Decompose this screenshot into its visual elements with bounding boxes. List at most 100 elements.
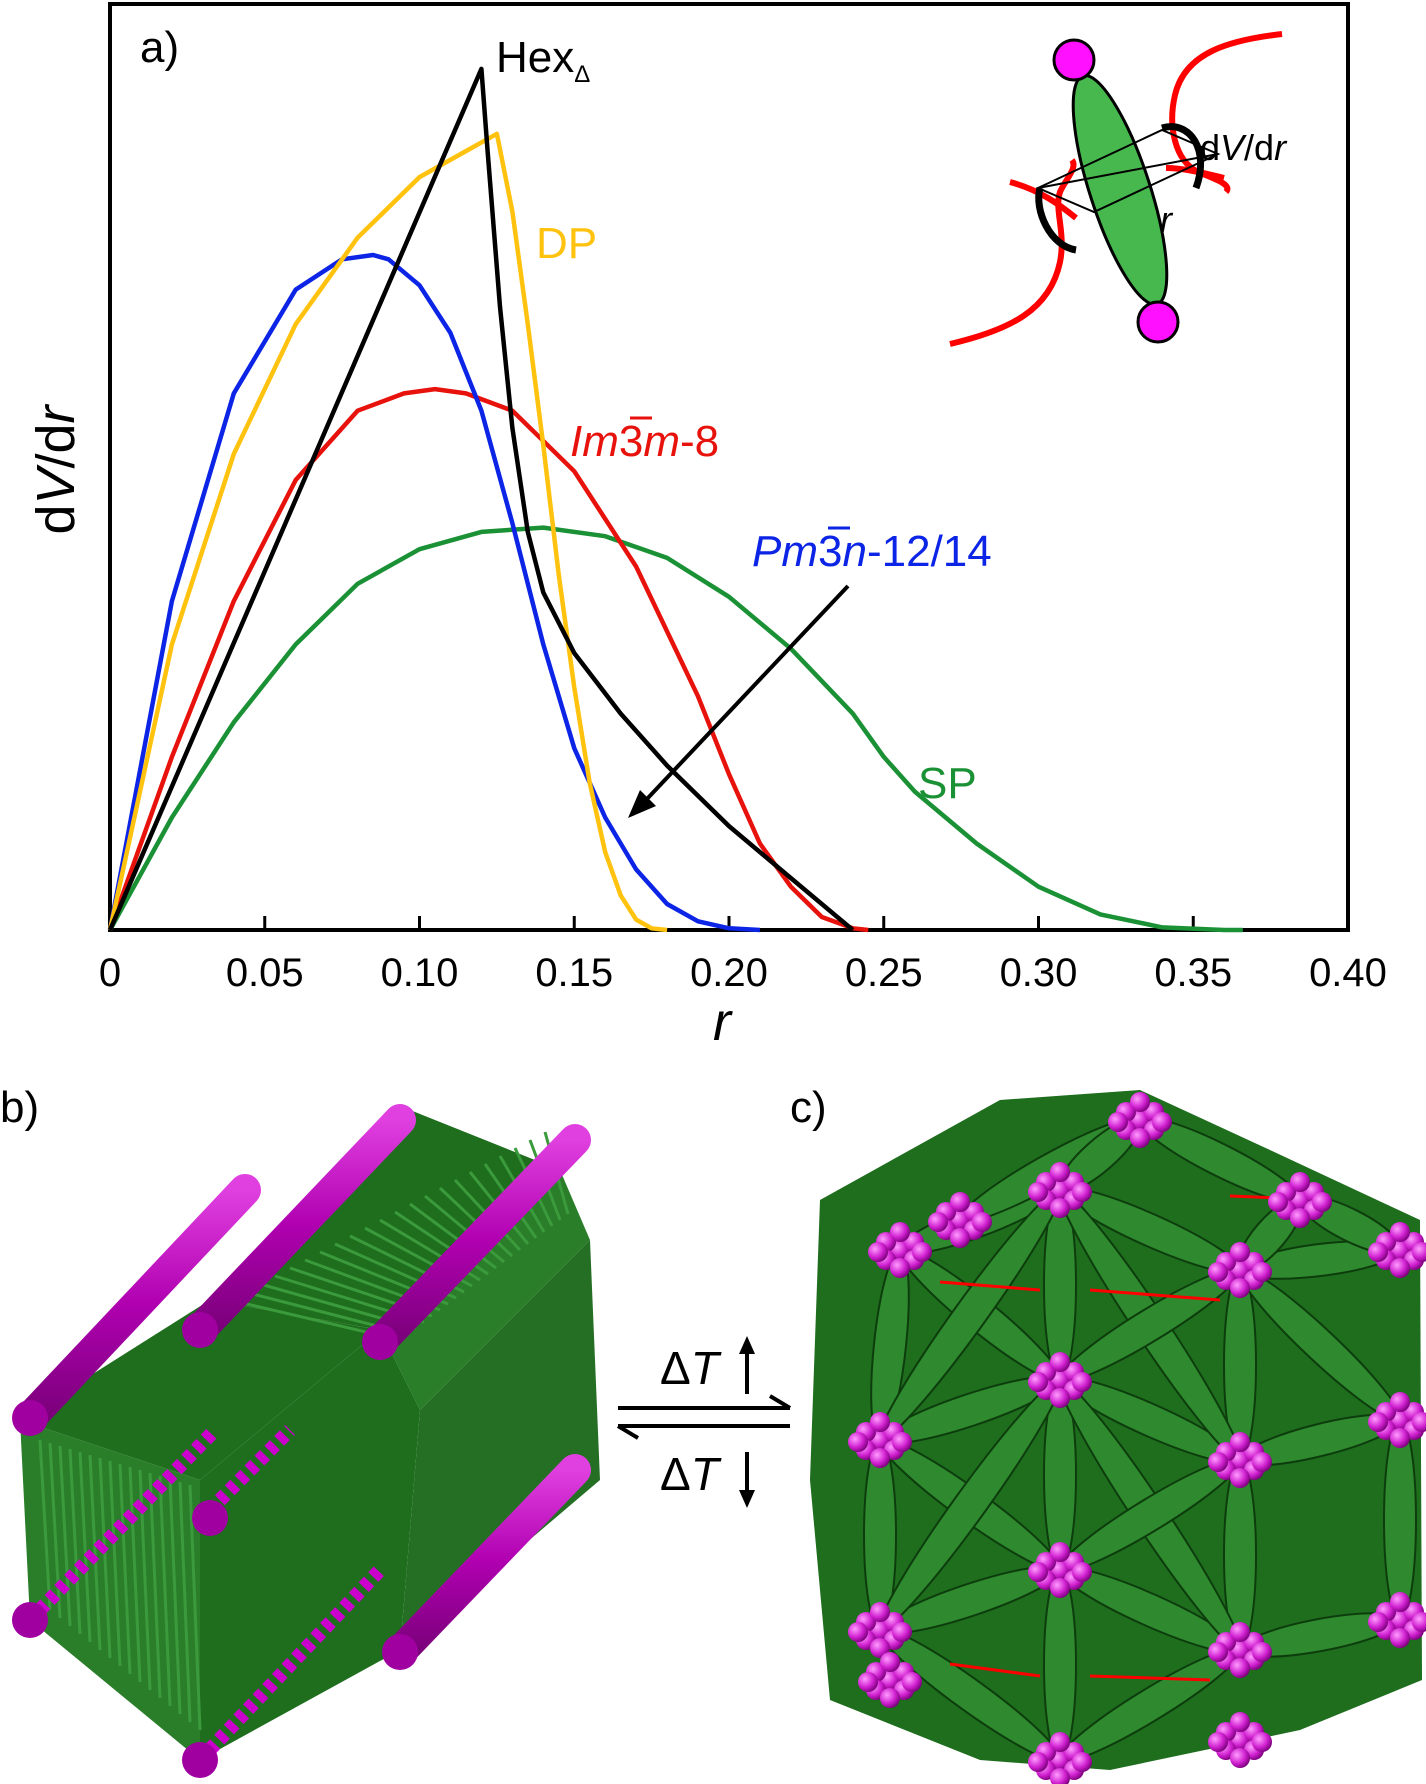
b-columns (12, 1104, 591, 1778)
c-node-ball (1208, 1452, 1228, 1472)
panel-b-lattice (12, 1104, 600, 1778)
c-node-ball (1368, 1612, 1388, 1632)
panel-label-b: b) (0, 1083, 39, 1132)
series-label-im3m: Im3m-8 (570, 417, 719, 466)
c-node-ball (870, 1412, 890, 1432)
c-node-ball (1290, 1172, 1310, 1192)
c-node-ball (1230, 1278, 1250, 1298)
c-node-ball (1252, 1732, 1272, 1752)
x-tick-label: 0.15 (535, 951, 613, 995)
inset-r-label: r (1160, 199, 1174, 240)
c-node-ball (870, 1448, 890, 1468)
inset-end-bottom (1136, 300, 1180, 344)
b-rod-stripe (178, 1481, 192, 1723)
c-node-ball (1028, 1372, 1048, 1392)
c-node-ball (1390, 1428, 1410, 1448)
c-node-ball (858, 1672, 878, 1692)
inset-chain-lower (949, 158, 1077, 347)
c-node-ball (1130, 1128, 1150, 1148)
x-tick-label: 0 (99, 951, 121, 995)
c-chain (1089, 1288, 1221, 1302)
c-node-ball (1230, 1658, 1250, 1678)
c-node-ball (950, 1192, 970, 1212)
c-node-ball (1108, 1112, 1128, 1132)
c-node-ball (1290, 1208, 1310, 1228)
c-node-ball (1050, 1352, 1070, 1372)
y-axis-title-v: V (26, 464, 86, 505)
c-node-ball (1050, 1542, 1070, 1562)
c-node-ball (892, 1432, 912, 1452)
b-rod-stripe (168, 1478, 182, 1715)
c-node-ball (1390, 1222, 1410, 1242)
b-rod-bundle-front (20, 1420, 200, 1760)
c-rod (1383, 1419, 1417, 1621)
inset-chain-left (1009, 179, 1078, 221)
delta-t-up-label: ΔT (660, 1342, 722, 1394)
b-rod-stripe (108, 1460, 122, 1667)
c-node-ball (1130, 1092, 1150, 1112)
c-node-ball (950, 1228, 970, 1248)
y-axis-title-d: d (26, 505, 86, 535)
series-label-dp: DP (536, 219, 597, 268)
c-node-ball (1412, 1612, 1426, 1632)
c-node-ball (1252, 1262, 1272, 1282)
b-rod-stripe (78, 1451, 92, 1643)
c-node-ball (1050, 1388, 1070, 1408)
c-node-ball (1050, 1732, 1070, 1752)
c-node-ball (1412, 1242, 1426, 1262)
c-node-ball (1208, 1732, 1228, 1752)
c-node-ball (928, 1212, 948, 1232)
c-node-ball (1230, 1468, 1250, 1488)
c-node-ball (1230, 1432, 1250, 1452)
b-rod-stripe (38, 1439, 52, 1611)
x-axis-ticks: 0 0.05 0.10 0.15 0.20 0.25 0.30 0.35 0.40 (99, 916, 1387, 995)
c-node-ball (890, 1258, 910, 1278)
c-node-ball (1028, 1752, 1048, 1772)
c-node-ball (1368, 1412, 1388, 1432)
c-node-ball (1050, 1198, 1070, 1218)
b-rod-stripe (158, 1475, 172, 1707)
series-label-pm3n: Pm3n-12/14 (752, 527, 992, 576)
c-node-ball (1252, 1642, 1272, 1662)
y-axis-title-slash-d: /d (26, 423, 86, 468)
series-line-dp (107, 131, 668, 933)
c-node-ball (1072, 1372, 1092, 1392)
series-label-hex: HexΔ (496, 33, 590, 88)
y-axis-title: dV/dr (26, 403, 86, 534)
c-node-ball (1390, 1392, 1410, 1412)
c-node-ball (1152, 1112, 1172, 1132)
c-node-ball (870, 1602, 890, 1622)
c-node-ball (870, 1638, 890, 1658)
c-node-ball (972, 1212, 992, 1232)
x-tick-label: 0.20 (690, 951, 768, 995)
series-line-pm3n (107, 252, 761, 933)
inset-chain-upper (1169, 31, 1283, 194)
c-node-ball (1072, 1562, 1092, 1582)
c-node-ball (1072, 1752, 1092, 1772)
c-node-ball (1390, 1628, 1410, 1648)
c-node-ball (868, 1242, 888, 1262)
b-rod-stripe (424, 1194, 505, 1264)
c-node-ball (892, 1622, 912, 1642)
c-rod (1043, 1569, 1077, 1761)
b-rod-bundle-right (400, 1240, 600, 1650)
inset-arc-right (1161, 123, 1204, 190)
x-axis-title: r (713, 992, 733, 1052)
c-node-ball (1230, 1748, 1250, 1768)
inset-chain-right (1165, 165, 1225, 181)
c-node-ball (1412, 1412, 1426, 1432)
c-node-ball (1268, 1192, 1288, 1212)
c-node-ball (1368, 1242, 1388, 1262)
c-node-ball (912, 1242, 932, 1262)
b-rod-stripe (148, 1472, 162, 1699)
c-node-ball (1208, 1262, 1228, 1282)
b-rod-bundle-left (20, 1300, 380, 1480)
c-node-ball (1028, 1182, 1048, 1202)
x-tick-label: 0.05 (226, 951, 304, 995)
c-node-ball (880, 1652, 900, 1672)
b-rod-bundle-top (210, 1110, 560, 1330)
series-layer (107, 66, 1243, 933)
c-node-ball (1208, 1642, 1228, 1662)
panel-c-lattice (810, 1090, 1426, 1784)
